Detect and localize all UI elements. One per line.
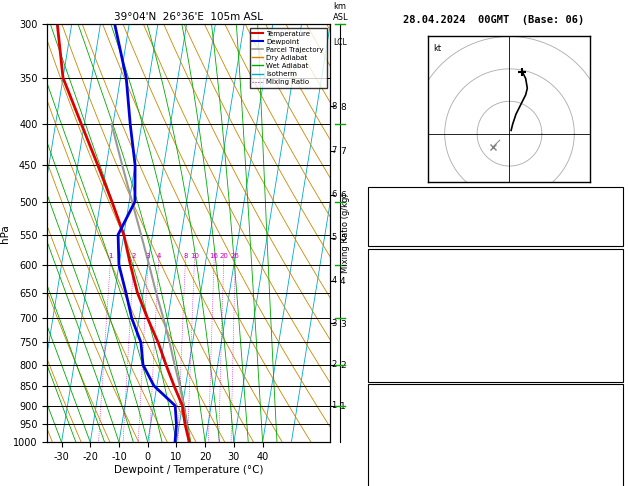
Text: CAPE (J): CAPE (J) [371,343,418,353]
Text: K: K [371,190,377,200]
X-axis label: Dewpoint / Temperature (°C): Dewpoint / Temperature (°C) [114,465,264,475]
Text: 3: 3 [146,253,150,259]
Text: 900: 900 [602,405,620,415]
Text: 2: 2 [614,190,620,200]
Text: 308: 308 [602,306,620,316]
Legend: Temperature, Dewpoint, Parcel Trajectory, Dry Adiabat, Wet Adiabat, Isotherm, Mi: Temperature, Dewpoint, Parcel Trajectory… [250,28,326,88]
Text: Dewp (°C): Dewp (°C) [371,288,424,298]
Text: 312: 312 [602,423,620,434]
Text: 0: 0 [614,479,620,486]
Text: 50: 50 [608,208,620,219]
Y-axis label: hPa: hPa [0,224,10,243]
Text: Lifted Index: Lifted Index [371,442,442,452]
Text: 4: 4 [157,253,161,259]
Text: 1: 1 [108,253,113,259]
Text: θₑ(K): θₑ(K) [371,306,401,316]
Text: θₑ (K): θₑ (K) [371,423,406,434]
Text: Temp (°C): Temp (°C) [371,269,424,279]
Text: Surface: Surface [475,251,516,261]
Text: 26: 26 [231,253,240,259]
Text: CIN (J): CIN (J) [371,362,412,372]
Title: 39°04'N  26°36'E  105m ASL: 39°04'N 26°36'E 105m ASL [114,12,263,22]
Text: Pressure (mb): Pressure (mb) [371,405,447,415]
Text: 20: 20 [220,253,228,259]
Text: 28.04.2024  00GMT  (Base: 06): 28.04.2024 00GMT (Base: 06) [403,15,584,25]
Text: 5: 5 [331,233,337,243]
Text: © weatheronline.co.uk: © weatheronline.co.uk [437,469,550,479]
Text: 0: 0 [614,362,620,372]
Text: 0: 0 [614,460,620,470]
Text: 9.5: 9.5 [602,288,620,298]
Text: CAPE (J): CAPE (J) [371,460,418,470]
Text: 4: 4 [331,276,337,285]
Text: 3: 3 [331,319,337,328]
Text: Mixing Ratio (g/kg): Mixing Ratio (g/kg) [342,193,350,273]
Text: 16: 16 [209,253,219,259]
Text: 2: 2 [331,360,337,369]
Text: 7: 7 [331,146,337,156]
Text: Totals Totals: Totals Totals [371,208,447,219]
Text: 0: 0 [614,343,620,353]
Text: kt: kt [433,44,442,53]
Text: Most Unstable: Most Unstable [457,386,533,397]
Text: Lifted Index: Lifted Index [371,325,442,335]
Text: km
ASL: km ASL [333,2,349,22]
Text: LCL: LCL [333,37,347,47]
Text: 1.38: 1.38 [596,227,620,237]
Text: 14.5: 14.5 [596,269,620,279]
Text: CIN (J): CIN (J) [371,479,412,486]
Text: 8: 8 [331,102,337,111]
Text: 2: 2 [131,253,136,259]
Text: PW (cm): PW (cm) [371,227,412,237]
Text: 10: 10 [190,253,199,259]
Text: 6: 6 [331,190,337,199]
Text: 8: 8 [183,253,187,259]
Text: 2: 2 [614,442,620,452]
Text: 1: 1 [331,401,337,410]
Text: 4: 4 [614,325,620,335]
